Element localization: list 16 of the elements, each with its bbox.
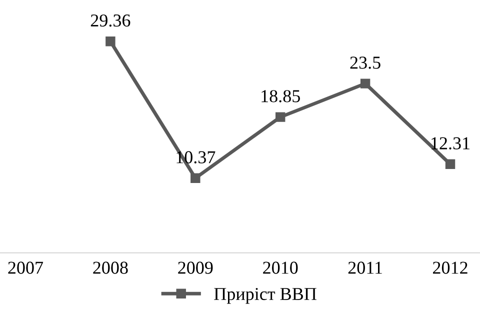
x-tick-label: 2007 [8,262,44,274]
point [360,78,370,88]
point [445,159,456,170]
x-tick-label: 2011 [348,262,382,274]
point [190,173,200,183]
legend-label: Приріст ВВП [214,288,316,304]
data-label: 23.5 [350,56,380,69]
x-tick-label: 2010 [263,262,298,274]
data-label: 12.31 [432,137,470,150]
x-tick-label: 2012 [433,262,468,274]
data-label: 18.85 [262,90,300,102]
point [275,112,286,122]
data-label: 29.36 [90,14,130,27]
x-tick-label: 2008 [93,262,128,274]
x-tick-label: 2009 [178,262,213,274]
point [106,36,116,46]
